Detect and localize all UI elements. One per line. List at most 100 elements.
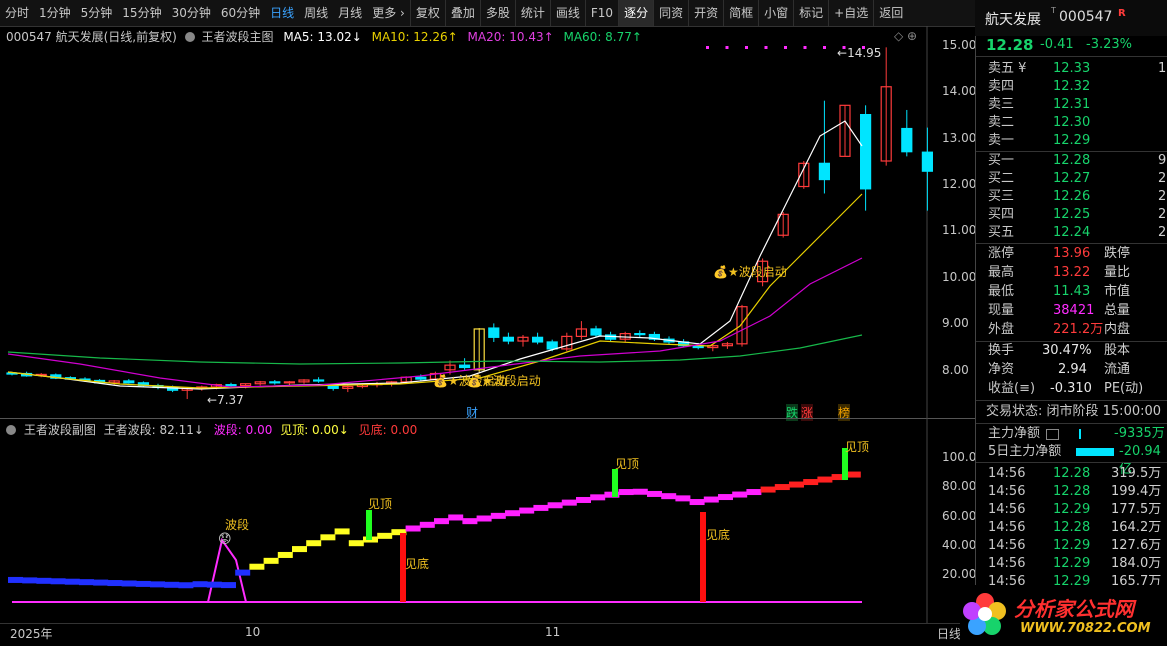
add-watchlist-button[interactable]: +自选 — [828, 0, 873, 26]
sub-step — [476, 515, 492, 522]
badge-die[interactable]: 跌 — [786, 404, 799, 421]
sub-step — [292, 546, 307, 553]
bid-price: 12.28 — [1053, 153, 1091, 168]
tab-5min[interactable]: 5分钟 — [80, 6, 113, 20]
marker-dot — [784, 46, 787, 49]
candle-body — [634, 333, 646, 336]
f10-button[interactable]: F10 — [584, 0, 618, 26]
sub-step — [576, 496, 591, 503]
ask-row-2[interactable]: 卖二 12.30 — [976, 114, 1167, 132]
main-chart[interactable] — [0, 26, 975, 418]
sub-step — [377, 532, 393, 539]
biaoji-button[interactable]: 标记 — [793, 0, 828, 26]
candle-body — [298, 379, 310, 383]
huaxian-button[interactable]: 画线 — [549, 0, 585, 26]
sub-label-jianding-3: 见顶 — [845, 440, 870, 454]
bid-price: 12.25 — [1053, 207, 1091, 222]
ask-row-1[interactable]: 卖一 12.29 — [976, 132, 1167, 150]
sub-indicator-name: 王者波段副图 — [23, 423, 96, 437]
stat-label: 最低 — [988, 284, 1015, 299]
bid-row-2[interactable]: 买二 12.27 2 — [976, 170, 1167, 188]
tab-30min[interactable]: 30分钟 — [171, 6, 211, 20]
badge-zhang[interactable]: 涨 — [801, 404, 814, 421]
bid-row-3[interactable]: 买三 12.26 2 — [976, 188, 1167, 206]
tongji-button[interactable]: 统计 — [514, 0, 550, 26]
ask-row-5[interactable]: 卖五 ¥ 12.33 1 — [976, 60, 1167, 78]
sub-step — [93, 579, 109, 586]
bid-label: 买四 — [988, 207, 1015, 222]
kaizi-button[interactable]: 开资 — [688, 0, 723, 26]
badge-bang[interactable]: 榜 — [838, 404, 851, 421]
ma5-line — [7, 120, 863, 390]
five-flow-label: 5日主力净额 — [988, 444, 1062, 459]
tab-weekly[interactable]: 周线 — [304, 6, 329, 20]
tab-60min[interactable]: 60分钟 — [220, 6, 261, 20]
flower-logo-icon — [963, 593, 1006, 635]
stat-row: 外盘 221.2万 内盘 — [976, 321, 1167, 339]
sub-chart[interactable] — [0, 418, 975, 623]
stat-label: 涨停 — [988, 246, 1015, 261]
list-icon[interactable] — [1046, 429, 1059, 440]
stat-value: 38421 — [1053, 303, 1095, 318]
candle-body — [123, 380, 135, 384]
jiandi-bar — [400, 533, 406, 602]
sub-label-boduan: 波段 — [225, 518, 250, 532]
back-button[interactable]: 返回 — [873, 0, 908, 26]
sub-step — [64, 578, 80, 585]
sub-legend: 王者波段副图 王者波段: 82.11↓ 波段: 0.00 见顶: 0.00↓ 见… — [6, 421, 417, 438]
tick-volume: 127.6万 — [1111, 538, 1162, 553]
bid-vol: 2 — [1158, 225, 1167, 240]
chart-settings-icon[interactable]: ◇ ⊕ — [894, 29, 918, 43]
ma20-value: MA20: 10.43↑ — [467, 30, 554, 44]
bid-row-4[interactable]: 买四 12.25 2 — [976, 206, 1167, 224]
duogu-button[interactable]: 多股 — [479, 0, 515, 26]
candle-body — [240, 383, 252, 387]
tab-15min[interactable]: 15分钟 — [122, 6, 162, 20]
sub-step — [732, 491, 748, 498]
badge-cai[interactable]: 财 — [466, 406, 479, 420]
more-button[interactable]: 更多 › — [372, 6, 405, 20]
sub-step — [533, 504, 549, 511]
bid-row-5[interactable]: 买五 12.24 2 — [976, 224, 1167, 242]
sub-step — [348, 540, 364, 547]
ask-row-4[interactable]: 卖四 12.32 — [976, 78, 1167, 96]
candle-body — [901, 127, 913, 153]
tab-fenshi[interactable]: 分时 — [5, 6, 30, 20]
last-price: 12.28 — [986, 36, 1034, 54]
sub-step — [632, 488, 648, 495]
diejia-button[interactable]: 叠加 — [444, 0, 480, 26]
y-label: 8.00 — [942, 363, 969, 377]
money-bag-icon: 💰 — [433, 374, 448, 388]
ask-row-3[interactable]: 卖三 12.31 — [976, 96, 1167, 114]
zhufen-button[interactable]: 逐分 — [618, 0, 654, 26]
sub-step — [675, 495, 691, 502]
sub-label-jianding-1: 见顶 — [368, 497, 393, 511]
xiaochuang-button[interactable]: 小窗 — [758, 0, 793, 26]
stat-row: 最高 13.22 量比 — [976, 264, 1167, 282]
tick-price: 12.29 — [1053, 502, 1091, 517]
ask-label: 卖一 — [988, 133, 1015, 148]
five-flow-value: -20.94亿 — [1119, 444, 1161, 477]
tick-row: 14:56 12.29 177.5万 — [976, 501, 1167, 519]
stat-value: 221.2万 — [1053, 322, 1104, 337]
tab-monthly[interactable]: 月线 — [338, 6, 363, 20]
watermark: 分析家公式网 WWW.70822.COM — [960, 585, 1167, 645]
indicator-toggle-icon[interactable] — [184, 32, 195, 42]
main-flow-row: 主力净额 -9335万 — [976, 425, 1167, 443]
bid-row-1[interactable]: 买一 12.28 9 — [976, 152, 1167, 170]
sub-y-label: 80.00 — [942, 479, 977, 493]
candle-body — [313, 379, 325, 382]
fuquan-button[interactable]: 复权 — [409, 0, 445, 26]
y-label: 13.00 — [942, 131, 977, 145]
main-legend: 000547 航天发展(日线,前复权) 王者波段主图 MA5: 13.02↓ M… — [6, 28, 642, 45]
sub-step — [803, 479, 819, 486]
sub-toggle-icon[interactable] — [6, 425, 16, 435]
candle-body — [444, 364, 456, 371]
stock-name: 航天发展 — [985, 12, 1041, 28]
tab-1min[interactable]: 1分钟 — [39, 6, 71, 20]
jiankuang-button[interactable]: 简框 — [723, 0, 758, 26]
tick-price: 12.29 — [1053, 538, 1091, 553]
tab-daily[interactable]: 日线 — [270, 6, 295, 20]
sub-step — [519, 507, 535, 514]
tongzi-button[interactable]: 同资 — [653, 0, 688, 26]
